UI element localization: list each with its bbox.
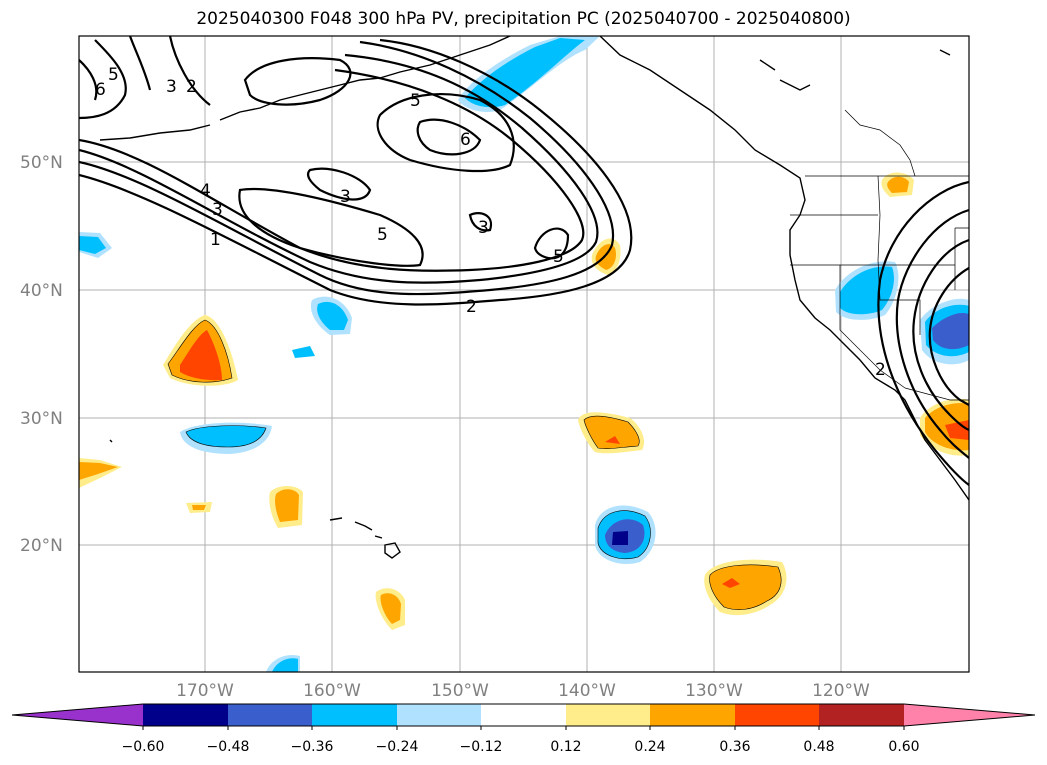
colorbar-extend-low <box>12 704 143 726</box>
colorbar-extend-high <box>904 704 1035 726</box>
pv-contour-labels: 5 6 3 2 5 6 3 4 3 1 5 3 5 2 2 <box>95 65 886 380</box>
lon-label: 120°W <box>812 681 870 701</box>
contour-label: 4 <box>200 181 211 201</box>
lon-label: 160°W <box>303 681 361 701</box>
coastlines <box>99 36 969 559</box>
lon-label: 150°W <box>431 681 489 701</box>
precip-shading <box>79 36 969 672</box>
contour-label: 5 <box>377 225 388 245</box>
contour-label: 6 <box>460 130 471 150</box>
colorbar-tick-label: 0.24 <box>634 739 665 755</box>
map-title: 2025040300 F048 300 hPa PV, precipitatio… <box>196 9 851 29</box>
contour-label: 2 <box>186 77 197 97</box>
colorbar-tick-label: 0.36 <box>719 739 750 755</box>
contour-label: 3 <box>212 200 223 220</box>
map-frame <box>78 35 970 673</box>
colorbar-segment <box>228 704 312 726</box>
colorbar-segment <box>735 704 819 726</box>
contour-label: 5 <box>108 65 119 85</box>
lat-labels: 50°N 40°N 30°N 20°N <box>20 153 63 556</box>
colorbar-tick-label: −0.48 <box>207 739 250 755</box>
colorbar-segment <box>566 704 650 726</box>
pv-contours <box>79 36 969 486</box>
lat-label: 30°N <box>20 409 63 429</box>
colorbar-tick-label: 0.12 <box>550 739 581 755</box>
colorbar-segment <box>143 704 228 726</box>
colorbar-tick-label: −0.24 <box>376 739 419 755</box>
colorbar-segment <box>312 704 397 726</box>
colorbar-tick-label: 0.48 <box>803 739 834 755</box>
contour-label: 2 <box>875 360 886 380</box>
lon-label: 170°W <box>176 681 234 701</box>
contour-label: 1 <box>210 230 221 250</box>
lat-label: 20°N <box>20 536 63 556</box>
colorbar-segment <box>481 704 566 726</box>
lon-label: 140°W <box>558 681 616 701</box>
contour-label: 3 <box>478 218 489 238</box>
lat-label: 50°N <box>20 153 63 173</box>
colorbar-tick-label: −0.36 <box>291 739 334 755</box>
contour-label: 5 <box>553 247 564 267</box>
contour-label: 3 <box>166 77 177 97</box>
colorbar-tick-label: −0.12 <box>460 739 503 755</box>
precip-outlines <box>167 319 782 610</box>
contour-label: 5 <box>410 91 421 111</box>
contour-label: 3 <box>340 187 351 207</box>
colorbar-segment <box>397 704 481 726</box>
colorbar-tick-label: −0.60 <box>122 739 165 755</box>
colorbar-segment <box>819 704 904 726</box>
colorbar-tick-labels: −0.60 −0.48 −0.36 −0.24 −0.12 0.12 0.24 … <box>122 739 920 755</box>
colorbar-tick-label: 0.60 <box>888 739 919 755</box>
contour-label: 6 <box>95 80 106 100</box>
colorbar <box>11 703 1036 730</box>
gridlines <box>79 36 969 672</box>
lon-label: 130°W <box>685 681 743 701</box>
lat-label: 40°N <box>20 281 63 301</box>
contour-label: 2 <box>466 297 477 317</box>
colorbar-segment <box>650 704 735 726</box>
lon-labels: 170°W 160°W 150°W 140°W 130°W 120°W <box>176 681 870 701</box>
